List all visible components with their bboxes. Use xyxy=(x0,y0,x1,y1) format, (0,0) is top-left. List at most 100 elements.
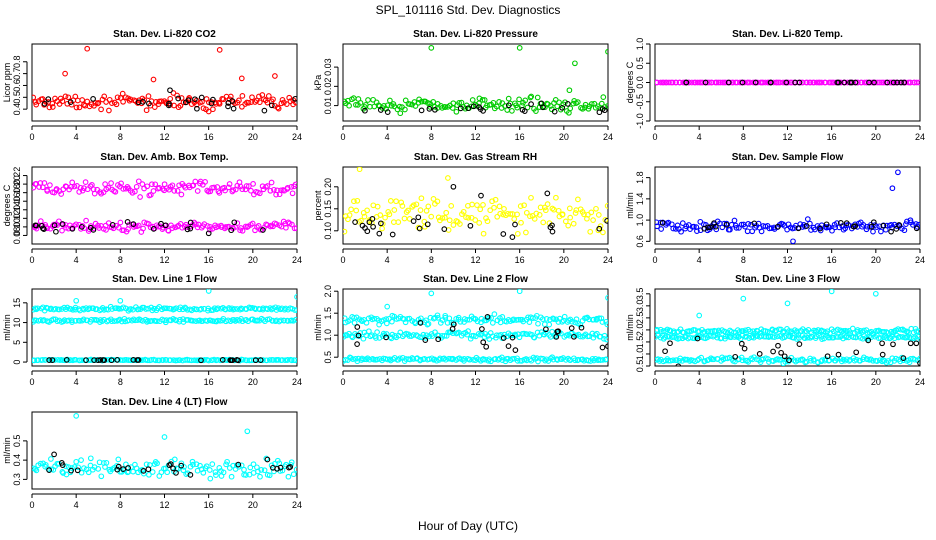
chart-title: Stan. Dev. Li-820 CO2 xyxy=(113,29,216,40)
plot-frame xyxy=(31,43,298,122)
y-axis-label: degrees C xyxy=(2,184,12,226)
x-tick-label: 0 xyxy=(652,255,657,265)
data-point xyxy=(675,363,682,366)
data-point xyxy=(267,305,273,311)
data-point xyxy=(62,93,69,100)
data-point xyxy=(256,99,263,106)
data-point xyxy=(178,191,185,198)
data-point xyxy=(873,224,880,230)
data-point xyxy=(854,327,861,333)
data-point xyxy=(446,315,453,322)
data-point xyxy=(840,328,847,334)
data-point xyxy=(849,325,856,332)
data-point xyxy=(850,334,857,341)
data-point xyxy=(108,357,115,364)
data-point xyxy=(543,326,549,333)
data-point xyxy=(488,315,494,321)
data-point xyxy=(837,220,844,226)
data-point xyxy=(373,335,379,341)
data-point xyxy=(670,225,677,232)
data-point xyxy=(780,329,786,336)
data-point xyxy=(187,472,194,478)
data-point xyxy=(114,357,121,363)
x-tick-label: 20 xyxy=(248,255,258,265)
data-point xyxy=(171,102,177,109)
data-point xyxy=(114,94,121,101)
data-point xyxy=(717,79,724,86)
data-point xyxy=(263,357,270,364)
data-point xyxy=(740,295,747,302)
y-axis-label: ml/min xyxy=(2,314,12,341)
data-point xyxy=(165,227,172,234)
plot-frame xyxy=(654,288,921,367)
x-tick-label: 4 xyxy=(385,255,390,265)
data-point xyxy=(536,212,543,218)
data-point xyxy=(143,461,150,468)
data-point xyxy=(888,228,894,235)
x-tick-label: 0 xyxy=(29,500,34,510)
data-point xyxy=(74,467,81,474)
data-point xyxy=(117,297,124,304)
data-point xyxy=(499,354,505,361)
data-point xyxy=(377,107,384,113)
data-point xyxy=(225,103,231,110)
data-point xyxy=(430,99,437,105)
data-point xyxy=(442,104,449,110)
y-axis-label: ml/min xyxy=(313,314,323,341)
data-point xyxy=(435,214,442,221)
data-point xyxy=(415,214,422,221)
x-tick-label: 20 xyxy=(248,500,258,510)
data-point xyxy=(877,79,883,86)
data-point xyxy=(432,106,438,113)
data-point xyxy=(292,95,297,102)
data-point xyxy=(469,97,476,103)
data-point xyxy=(556,99,562,106)
data-point xyxy=(418,98,425,105)
data-point xyxy=(476,220,483,226)
data-point xyxy=(516,334,523,341)
y-tick-label: 0.8 xyxy=(12,56,22,69)
data-point xyxy=(249,220,256,227)
y-axis: 0.51.01.52.02.53.03.5 xyxy=(635,288,651,372)
data-point xyxy=(90,227,97,233)
data-point xyxy=(150,226,157,232)
data-point xyxy=(480,230,487,237)
data-point xyxy=(44,188,51,194)
data-point xyxy=(581,211,587,218)
data-point xyxy=(49,100,56,107)
y-tick-label: 2.0 xyxy=(323,285,333,298)
data-point xyxy=(478,192,484,199)
data-point xyxy=(516,96,522,103)
data-point xyxy=(528,194,534,201)
data-point xyxy=(596,225,603,232)
y-tick-label: 3.5 xyxy=(635,288,645,301)
data-point xyxy=(605,48,608,55)
data-point xyxy=(354,324,361,330)
data-point xyxy=(835,334,841,340)
data-point xyxy=(402,97,409,104)
data-point xyxy=(353,101,359,108)
data-point xyxy=(102,181,108,187)
y-axis: 0 5 10 15 xyxy=(12,298,28,365)
data-point xyxy=(417,356,424,363)
data-point xyxy=(795,331,802,338)
data-point xyxy=(167,87,173,94)
x-tick-label: 0 xyxy=(29,377,34,387)
data-point xyxy=(73,104,80,111)
data-point xyxy=(177,102,184,109)
data-point xyxy=(132,188,138,195)
data-point xyxy=(169,225,176,231)
data-point xyxy=(389,318,395,325)
data-point xyxy=(760,328,767,334)
data-point xyxy=(526,319,533,325)
data-point xyxy=(398,199,405,206)
data-point xyxy=(691,223,697,230)
chart-panel: Stan. Dev. Line 4 (LT) Flow 0 4 8 12 16 20 24 0.… xyxy=(2,397,302,510)
data-point xyxy=(879,340,885,347)
data-point xyxy=(843,220,850,226)
x-axis: 0 4 8 12 16 20 24 xyxy=(652,370,925,387)
data-point xyxy=(115,463,122,470)
y-tick-label: 5 xyxy=(12,340,22,345)
